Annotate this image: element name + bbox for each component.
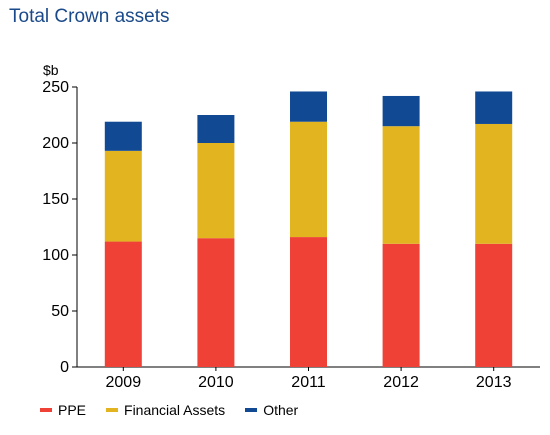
y-tick-label: 250 — [42, 79, 69, 96]
legend-item: Financial Assets — [106, 402, 225, 418]
legend-swatch — [245, 408, 258, 412]
x-tick-label: 2012 — [383, 374, 419, 391]
bar-segment: Financial Assets 2010: 85 — [197, 143, 235, 239]
legend: PPE Financial Assets Other — [40, 402, 318, 418]
bar-segment: PPE 2011: 116 — [290, 237, 327, 367]
bar-segment: Other 2011: 27 — [290, 91, 327, 122]
y-tick-label: 100 — [42, 247, 69, 264]
bar-segment: Financial Assets 2011: 103 — [290, 121, 327, 238]
bar-segment: Other 2010: 25 — [197, 115, 235, 143]
x-tick-label: 2013 — [476, 374, 512, 391]
y-tick-label: 150 — [42, 191, 69, 208]
bar-segment: Financial Assets 2009: 81 — [104, 150, 142, 242]
legend-label: Other — [263, 402, 299, 418]
bar-segment: Other 2009: 26 — [104, 121, 142, 151]
bar-segment: PPE 2010: 115 — [197, 238, 235, 367]
legend-swatch — [40, 408, 52, 412]
bar-segment: Financial Assets 2013: 107 — [475, 123, 513, 244]
y-tick-label: 200 — [42, 135, 69, 152]
bar-segment: PPE 2012: 110 — [382, 243, 420, 367]
x-tick-label: 2009 — [106, 374, 142, 391]
bar-segment: PPE 2013: 110 — [475, 243, 513, 367]
legend-item: PPE — [40, 402, 86, 418]
legend-swatch — [106, 408, 119, 412]
y-tick-label: 0 — [60, 359, 69, 376]
bar-segment: Other 2013: 29 — [475, 91, 513, 124]
bar-segment: Financial Assets 2012: 105 — [382, 126, 420, 244]
y-axis-unit-label: $b — [43, 62, 59, 78]
stacked-bar-chart: $b 0 50 100 150 200 250 2009 2010 2011 2012 2013 PP… — [42, 62, 540, 391]
legend-label: PPE — [58, 402, 87, 418]
bars: PPE 2009: 112Financial Assets 2009: 81Ot… — [104, 91, 513, 367]
legend-label: Financial Assets — [124, 402, 226, 418]
x-tick-label: 2011 — [291, 374, 326, 391]
y-tick-label: 50 — [51, 303, 69, 320]
x-tick-label: 2010 — [198, 374, 234, 391]
bar-segment: PPE 2009: 112 — [104, 241, 142, 367]
chart-title: Total Crown assets — [9, 6, 170, 27]
axes: $b 0 50 100 150 200 250 2009 2010 2011 2012 2013 — [42, 62, 540, 391]
legend-item: Other — [245, 402, 298, 418]
bar-segment: Other 2012: 27 — [382, 95, 420, 127]
